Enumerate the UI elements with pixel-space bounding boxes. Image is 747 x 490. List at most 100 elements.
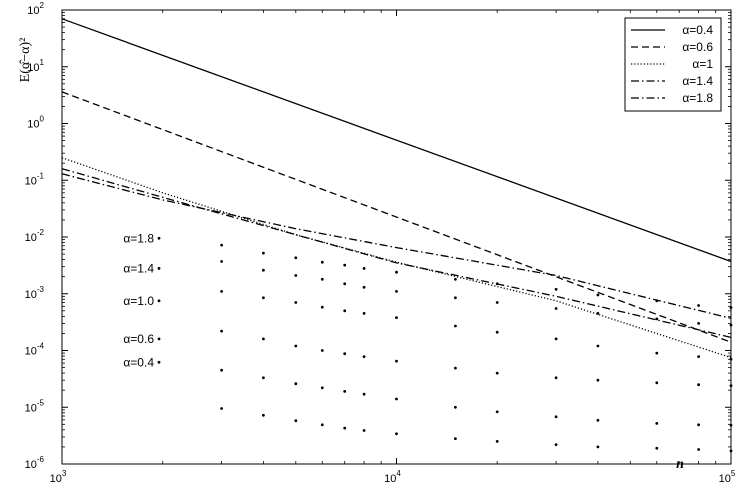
dot-point bbox=[220, 407, 224, 410]
dot-point bbox=[454, 437, 457, 440]
dot-point bbox=[655, 299, 659, 303]
dotted-series-0: α=1.8 bbox=[123, 231, 733, 309]
dot-point bbox=[596, 344, 600, 348]
dot-point bbox=[262, 268, 265, 272]
axis-ticks: 103 104 105 10-6 10-5 10-4 10-3 10-2 10-1 100 101 1… bbox=[25, 1, 736, 485]
dot-point bbox=[395, 397, 398, 401]
dot-point bbox=[697, 423, 700, 427]
annotation-label: α=1.4 bbox=[123, 261, 154, 275]
dot-point bbox=[220, 260, 224, 263]
dot-point bbox=[596, 293, 600, 297]
x-tick-label: 103 bbox=[50, 469, 67, 485]
dot-point bbox=[697, 383, 700, 387]
dot-point bbox=[596, 445, 600, 449]
series-line-1 bbox=[61, 91, 732, 343]
dot-point bbox=[554, 337, 558, 341]
dot-point bbox=[343, 263, 347, 267]
dot-point bbox=[220, 368, 224, 372]
dot-point bbox=[554, 376, 558, 380]
x-tick-label: 105 bbox=[719, 469, 736, 485]
x-axis-title: n bbox=[676, 457, 684, 472]
annotation-label: α=0.4 bbox=[123, 355, 154, 369]
annotation-marker bbox=[157, 360, 161, 364]
dot-point bbox=[655, 446, 659, 450]
dot-point bbox=[320, 349, 324, 352]
annotation-marker bbox=[157, 337, 161, 341]
dot-point bbox=[362, 355, 366, 358]
dot-point bbox=[320, 305, 324, 309]
dot-point bbox=[294, 382, 298, 386]
dot-point bbox=[294, 344, 298, 348]
dot-point bbox=[495, 410, 499, 414]
dot-point bbox=[495, 282, 499, 286]
annotation-marker bbox=[157, 236, 161, 240]
dot-point bbox=[454, 366, 457, 370]
y-tick-label: 10-1 bbox=[25, 171, 45, 187]
legend-label: α=1 bbox=[692, 57, 713, 71]
dot-point bbox=[454, 296, 457, 300]
dotted-series-layer: α=1.8 α=1.4 α=1.0 α=0.6 α=0.4 bbox=[123, 231, 733, 453]
dot-point bbox=[362, 392, 366, 396]
dot-point bbox=[395, 270, 398, 274]
dot-point bbox=[294, 256, 298, 260]
dotted-series-3: α=0.6 bbox=[123, 329, 733, 388]
y-tick-label: 100 bbox=[27, 115, 44, 131]
x-tick-label: 104 bbox=[384, 469, 401, 485]
legend-label: α=1.4 bbox=[682, 74, 713, 88]
dot-point bbox=[655, 351, 659, 355]
legend-label: α=1.8 bbox=[682, 91, 713, 105]
dot-point bbox=[554, 287, 558, 291]
dot-point bbox=[320, 423, 324, 427]
dot-point bbox=[362, 285, 366, 289]
dot-point bbox=[596, 312, 600, 315]
dot-point bbox=[362, 267, 366, 270]
dot-point bbox=[655, 381, 659, 385]
dot-point bbox=[454, 324, 457, 328]
y-tick-label: 10-4 bbox=[25, 342, 45, 358]
dot-point bbox=[495, 301, 499, 304]
y-tick-label: 102 bbox=[27, 1, 44, 17]
dot-point bbox=[262, 413, 265, 417]
dot-point bbox=[495, 330, 499, 334]
series-line-3 bbox=[61, 168, 732, 339]
legend-label: α=0.4 bbox=[682, 23, 713, 37]
dot-point bbox=[343, 352, 347, 356]
dot-point bbox=[294, 419, 298, 423]
legend-label: α=0.6 bbox=[682, 40, 713, 54]
annotation-label: α=0.6 bbox=[123, 332, 154, 346]
dot-point bbox=[655, 422, 659, 425]
dot-point bbox=[262, 296, 265, 300]
dot-point bbox=[320, 386, 324, 390]
annotation-label: α=1.8 bbox=[123, 231, 154, 245]
y-tick-label: 10-3 bbox=[25, 285, 45, 301]
series-layer bbox=[61, 18, 732, 359]
dot-point bbox=[262, 251, 265, 255]
dot-point bbox=[343, 309, 347, 313]
dot-point bbox=[294, 274, 298, 277]
dot-point bbox=[343, 282, 347, 286]
annotation-label: α=1.0 bbox=[123, 294, 154, 308]
dotted-series-1: α=1.4 bbox=[123, 260, 733, 327]
dot-point bbox=[697, 322, 700, 325]
y-tick-label: 10-5 bbox=[25, 398, 45, 414]
dot-point bbox=[454, 277, 457, 281]
dot-point bbox=[220, 290, 224, 293]
y-tick-label: 10-2 bbox=[25, 228, 45, 244]
dot-point bbox=[395, 290, 398, 293]
dotted-series-4: α=0.4 bbox=[123, 355, 733, 427]
dot-point bbox=[362, 312, 366, 315]
series-line-4 bbox=[61, 173, 732, 319]
dotted-series-5 bbox=[220, 407, 733, 453]
annotation-marker bbox=[157, 299, 161, 303]
dot-point bbox=[362, 429, 366, 432]
dot-point bbox=[596, 418, 600, 422]
dot-point bbox=[343, 390, 347, 393]
dot-point bbox=[320, 260, 324, 264]
legend: α=0.4 α=0.6 α=1 α=1.4 α=1.8 bbox=[624, 17, 722, 112]
dot-point bbox=[554, 443, 558, 446]
dot-point bbox=[454, 405, 457, 409]
dot-point bbox=[495, 371, 499, 375]
y-tick-label: 10-6 bbox=[25, 455, 45, 471]
dot-point bbox=[395, 316, 398, 319]
